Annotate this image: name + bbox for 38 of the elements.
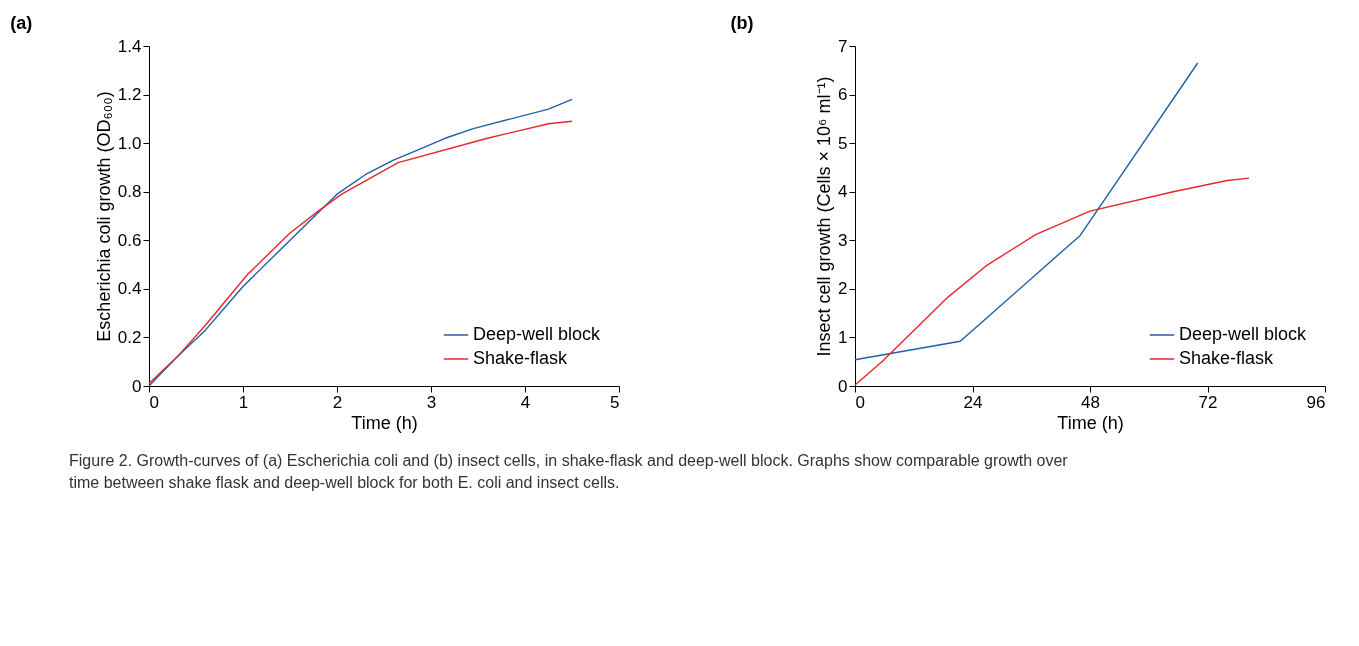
- legend-label: Deep-well block: [1179, 324, 1308, 344]
- chart-title: (a): [10, 13, 33, 33]
- y-axis-title: Escherichia coli growth (OD₆₀₀): [93, 91, 114, 342]
- y-tick-label: 0.6: [117, 230, 142, 250]
- legend-label: Shake-flask: [1179, 348, 1275, 368]
- x-tick-label: 3: [426, 392, 437, 412]
- y-tick-label: 1.0: [117, 133, 142, 153]
- x-tick-label: 0: [149, 392, 159, 412]
- y-tick-label: 0.8: [117, 182, 142, 202]
- x-tick-label: 96: [1306, 392, 1326, 412]
- x-tick-label: 72: [1198, 392, 1218, 412]
- x-tick-label: 0: [855, 392, 865, 412]
- y-tick-label: 7: [838, 36, 848, 56]
- x-axis-title: Time (h): [1057, 412, 1124, 433]
- y-tick-label: 3: [838, 230, 848, 250]
- y-tick-label: 0.4: [117, 279, 142, 299]
- chart-title: (b): [730, 13, 754, 33]
- y-tick-label: 5: [838, 133, 848, 153]
- x-axis-title: Time (h): [351, 412, 418, 433]
- x-tick-label: 48: [1081, 392, 1100, 412]
- y-tick-label: 6: [838, 85, 848, 105]
- x-tick-label: 1: [238, 392, 249, 412]
- y-tick-label: 4: [838, 182, 848, 202]
- x-tick-label: 4: [520, 392, 531, 412]
- x-tick-label: 2: [332, 392, 343, 412]
- caption: Figure 2. Growth-curves of (a) Escherichia coli and (b) insect cells, in shake-flask and deep-well block. Graphs show comparable growth over time between shake flask and deep-well block for both E. coli and insect cells.: [69, 452, 1069, 491]
- y-tick-label: 0: [132, 376, 142, 396]
- legend-label: Deep-well block: [473, 324, 602, 344]
- y-tick-label: 0.2: [117, 327, 142, 347]
- legend-label: Shake-flask: [473, 348, 569, 368]
- y-tick-label: 1: [838, 327, 848, 347]
- x-tick-label: 5: [610, 392, 620, 412]
- y-axis-title: Insect cell growth (Cells × 10⁶ ml⁻¹): [814, 76, 835, 357]
- x-tick-label: 24: [963, 392, 983, 412]
- y-tick-label: 2: [838, 279, 848, 299]
- y-tick-label: 1.2: [117, 85, 142, 105]
- y-tick-label: 1.4: [117, 36, 142, 56]
- y-tick-label: 0: [838, 376, 848, 396]
